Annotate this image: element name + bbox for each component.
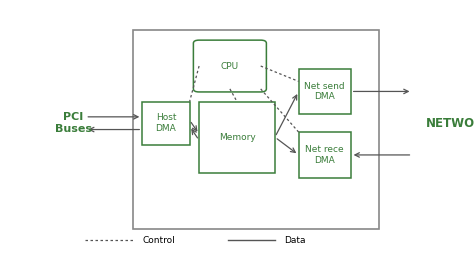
- Text: Data: Data: [284, 235, 306, 245]
- Bar: [142, 102, 190, 145]
- Text: NETWORK: NETWORK: [426, 117, 474, 130]
- Bar: [299, 69, 351, 114]
- FancyBboxPatch shape: [193, 40, 266, 92]
- Text: Memory: Memory: [219, 133, 255, 142]
- Text: CPU: CPU: [221, 61, 239, 71]
- Bar: [133, 30, 379, 229]
- Text: Net send
DMA: Net send DMA: [304, 82, 345, 101]
- Bar: [199, 102, 275, 173]
- Text: Host
DMA: Host DMA: [155, 114, 176, 133]
- Text: Net rece
DMA: Net rece DMA: [305, 145, 344, 165]
- Text: Control: Control: [142, 235, 175, 245]
- Bar: [299, 132, 351, 178]
- Text: PCI
Buses: PCI Buses: [55, 112, 92, 134]
